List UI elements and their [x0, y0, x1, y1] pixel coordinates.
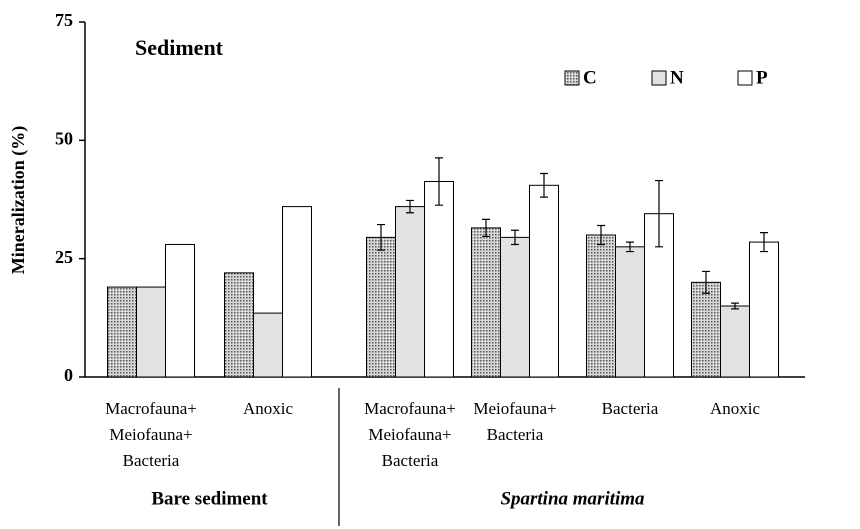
group-label: Spartina maritima [500, 488, 645, 509]
y-tick-label: 50 [55, 128, 73, 148]
x-tick-label: Macrofauna+ [105, 399, 197, 418]
bar [471, 227, 501, 378]
bar [253, 312, 283, 378]
legend-label: C [583, 67, 597, 88]
legend-swatch [737, 70, 753, 86]
error-bar [626, 241, 634, 253]
y-axis-label: Mineralization (%) [8, 126, 29, 274]
bar [107, 286, 137, 378]
legend-swatch [564, 70, 580, 86]
x-tick-label: Bacteria [123, 451, 180, 470]
y-tick-label: 25 [55, 247, 73, 267]
y-tick-label: 75 [55, 10, 73, 30]
error-bar [482, 218, 490, 238]
bar [691, 281, 721, 378]
bar [165, 243, 195, 378]
bar [529, 184, 559, 378]
bar [224, 272, 254, 378]
x-tick-label: Bacteria [602, 399, 659, 418]
bar [424, 181, 454, 378]
bar [282, 206, 312, 378]
error-bar [655, 179, 663, 248]
y-tick-label: 0 [64, 365, 73, 385]
x-tick-label: Bacteria [382, 451, 439, 470]
error-bar [597, 224, 605, 246]
x-tick-label: Meiofauna+ [368, 425, 451, 444]
error-bar [435, 157, 443, 206]
x-tick-label: Anoxic [243, 399, 294, 418]
legend-swatch [651, 70, 667, 86]
legend-label: N [670, 67, 684, 88]
error-bar [731, 302, 739, 310]
x-tick-label: Bacteria [487, 425, 544, 444]
bar [136, 286, 166, 378]
bar [749, 241, 779, 378]
x-tick-label: Meiofauna+ [473, 399, 556, 418]
legend-label: P [756, 67, 768, 88]
error-bar [511, 229, 519, 246]
group-label: Bare sediment [151, 488, 268, 509]
x-tick-label: Anoxic [710, 399, 761, 418]
bar [395, 206, 425, 378]
x-tick-label: Meiofauna+ [109, 425, 192, 444]
error-bar [540, 172, 548, 198]
error-bar [377, 223, 385, 251]
x-tick-label: Macrofauna+ [364, 399, 456, 418]
bar [586, 234, 616, 378]
error-bar [702, 270, 710, 294]
bar [615, 246, 645, 378]
error-bar [406, 199, 414, 214]
bar [500, 236, 530, 378]
error-bar [760, 232, 768, 253]
chart-title: Sediment [135, 35, 224, 60]
bar [366, 236, 396, 378]
bar [720, 305, 750, 378]
